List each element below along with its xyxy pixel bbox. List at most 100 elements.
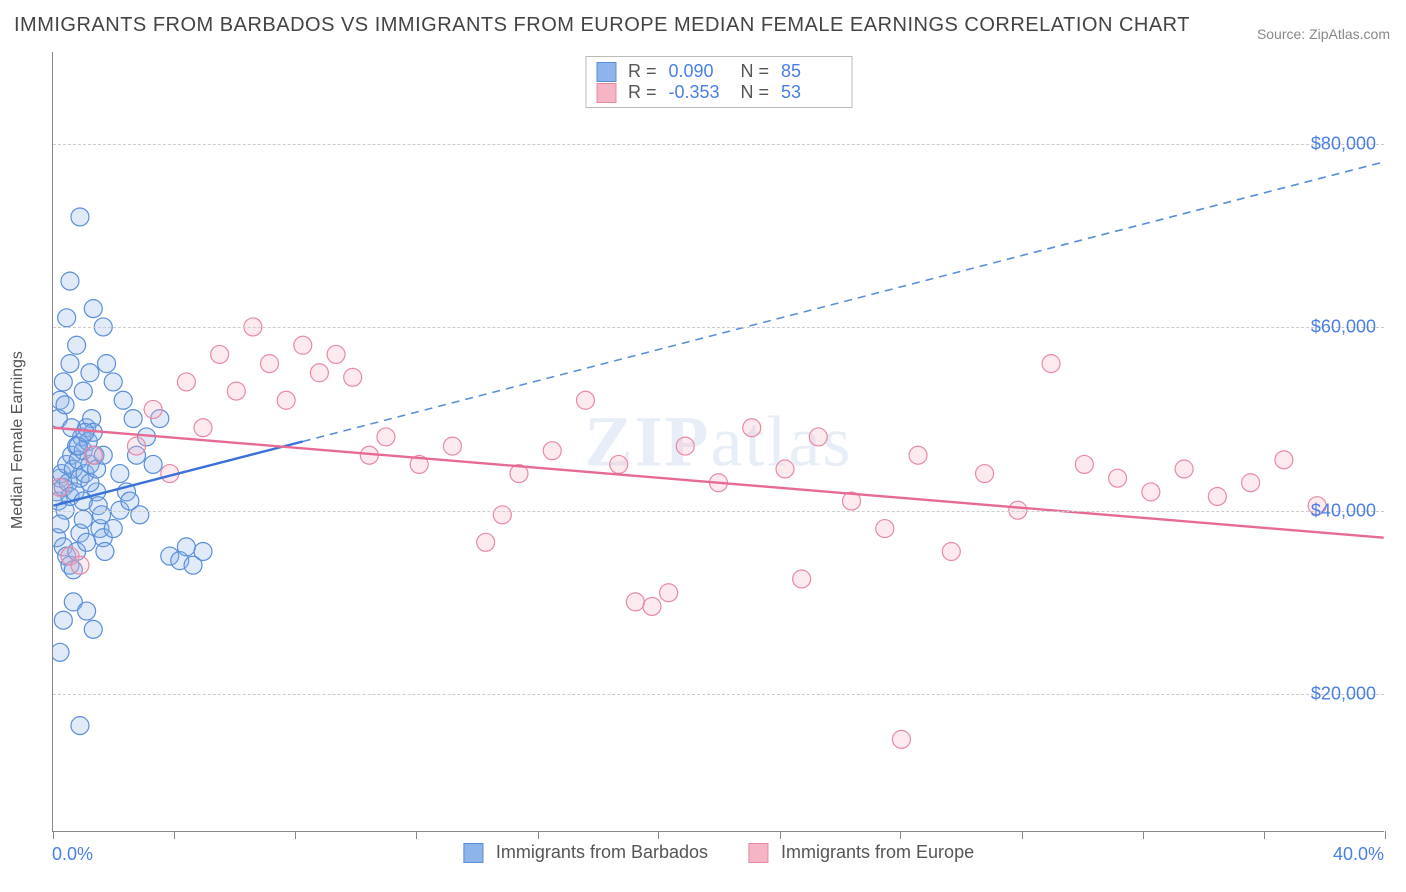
data-point [610,455,628,473]
data-point [78,533,96,551]
data-point [576,391,594,409]
data-point [660,584,678,602]
data-point [88,483,106,501]
data-point [1075,455,1093,473]
data-point [53,643,69,661]
data-point [53,515,69,533]
data-point [976,465,994,483]
data-point [643,597,661,615]
data-point [1109,469,1127,487]
r-label: R = [628,61,657,82]
x-tick [1264,831,1265,839]
x-tick [1022,831,1023,839]
data-point [78,419,96,437]
data-point [477,533,495,551]
data-point [1275,451,1293,469]
data-point [73,428,91,446]
data-point [74,510,92,528]
series-legend: Immigrants from Barbados Immigrants from… [463,842,974,863]
x-tick [900,831,901,839]
data-point [74,382,92,400]
data-point [83,410,101,428]
data-point [876,520,894,538]
data-point [104,373,122,391]
x-tick [295,831,296,839]
data-point [128,437,146,455]
data-point [71,524,89,542]
data-point [327,345,345,363]
data-point [71,556,89,574]
data-point [76,423,94,441]
y-axis-label: Median Female Earnings [9,351,27,529]
data-point [88,460,106,478]
data-point [294,336,312,354]
data-point [54,373,72,391]
data-point [68,336,86,354]
data-point [54,478,72,496]
data-point [137,428,155,446]
legend-label-europe: Immigrants from Europe [781,842,974,862]
data-point [68,437,86,455]
x-tick [658,831,659,839]
data-point [89,497,107,515]
gridline [53,511,1384,512]
data-point [93,506,111,524]
data-point [91,520,109,538]
legend-swatch-barbados [463,843,483,863]
correlation-legend: R = 0.090 N = 85 R = -0.353 N = 53 [585,56,852,108]
data-point [942,542,960,560]
legend-row-europe: R = -0.353 N = 53 [596,82,841,103]
data-point [74,442,92,460]
y-tick-label: $80,000 [1311,133,1376,154]
data-point [58,309,76,327]
data-point [211,345,229,363]
trend-line [53,442,302,506]
data-point [177,538,195,556]
x-axis-max-label: 40.0% [1333,844,1384,865]
data-point [184,556,202,574]
data-point [144,400,162,418]
data-point [64,593,82,611]
data-point [63,446,81,464]
data-point [151,410,169,428]
y-tick-label: $60,000 [1311,317,1376,338]
data-point [344,368,362,386]
data-point [54,611,72,629]
x-tick [174,831,175,839]
data-point [59,474,77,492]
data-point [277,391,295,409]
data-point [410,455,428,473]
data-point [61,272,79,290]
x-tick [780,831,781,839]
data-point [261,355,279,373]
chart-title: IMMIGRANTS FROM BARBADOS VS IMMIGRANTS F… [14,14,1190,37]
data-point [676,437,694,455]
data-point [84,446,102,464]
data-point [1208,487,1226,505]
x-tick [1143,831,1144,839]
data-point [53,492,67,510]
trend-line [303,162,1384,442]
data-point [84,620,102,638]
data-point [71,469,89,487]
legend-swatch-europe [748,843,768,863]
y-tick-label: $40,000 [1311,500,1376,521]
data-point [543,442,561,460]
data-point [74,492,92,510]
data-point [81,474,99,492]
data-point [96,542,114,560]
data-point [377,428,395,446]
data-point [79,433,97,451]
data-point [1142,483,1160,501]
r-label: R = [628,82,657,103]
data-point [743,419,761,437]
data-point [53,529,66,547]
data-point [68,542,86,560]
x-tick [538,831,539,839]
x-tick [416,831,417,839]
data-point [227,382,245,400]
source-attribution: Source: ZipAtlas.com [1257,26,1390,42]
data-point [1242,474,1260,492]
data-point [61,556,79,574]
data-point [81,455,99,473]
